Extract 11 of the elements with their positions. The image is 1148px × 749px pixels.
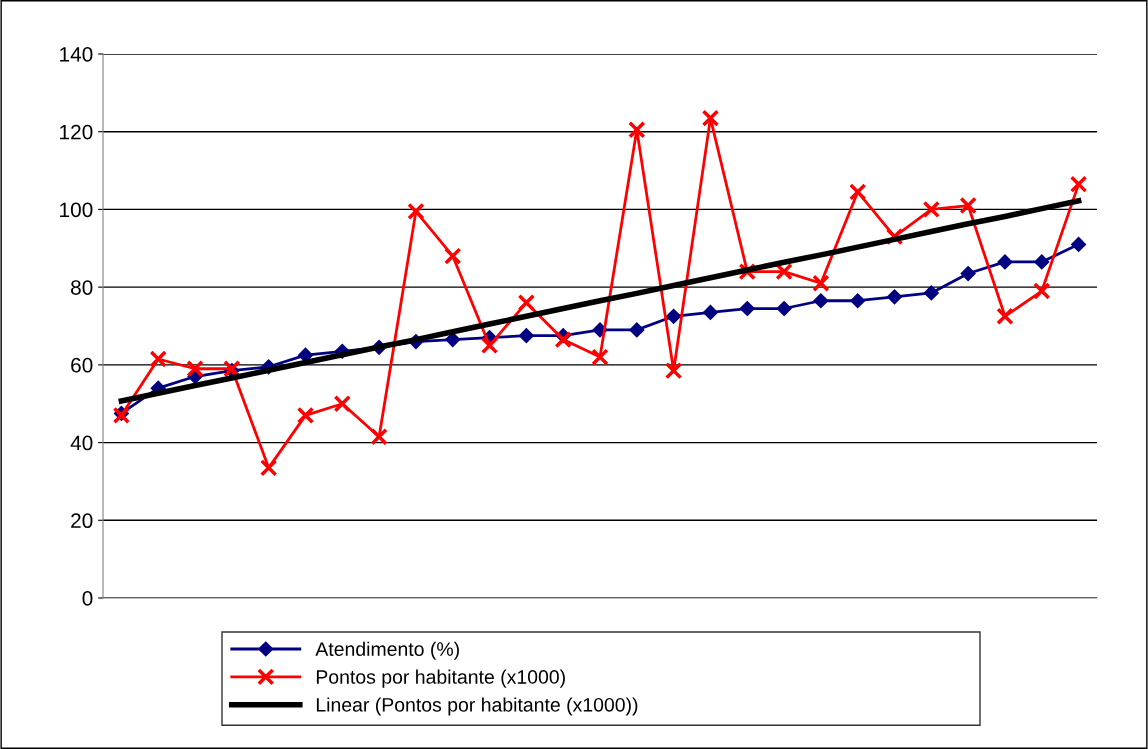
legend-label: Linear (Pontos por habitante (x1000)) [316,697,638,716]
y-tick-label: 60 [71,357,93,373]
y-tick-label: 140 [60,47,93,62]
y-tick-label: 40 [70,435,93,451]
y-tick-label: 100 [60,202,93,218]
legend-label: Atendimento (%) [315,641,459,660]
legend-label: Pontos por habitante (x1000) [316,669,565,688]
y-tick-label: 120 [60,124,93,140]
y-tick-label: 80 [71,280,93,295]
y-tick-label: 0 [82,591,93,606]
y-tick-label: 20 [71,513,93,529]
